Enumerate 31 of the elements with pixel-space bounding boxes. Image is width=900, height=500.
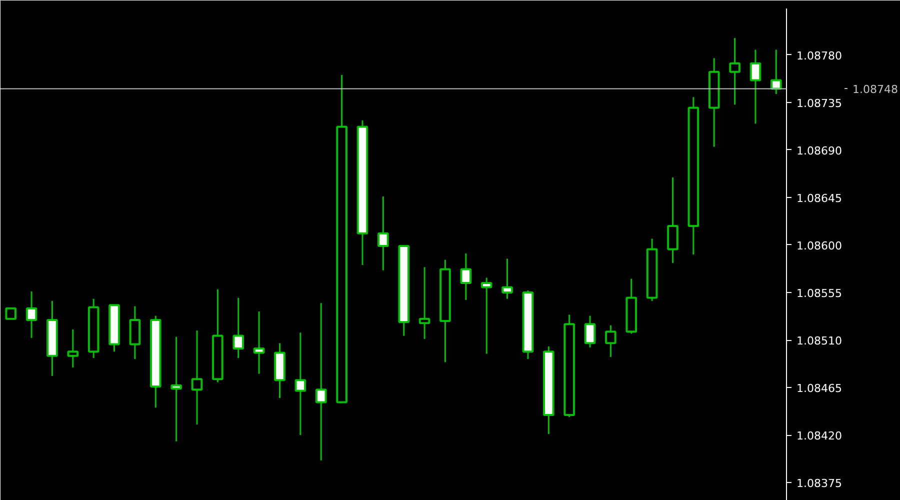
y-tick-label: 1.08465 bbox=[796, 382, 842, 396]
y-tick-label: 1.08600 bbox=[796, 240, 842, 252]
candlestick bbox=[67, 328, 79, 368]
y-tick-label: 1.08780 bbox=[796, 49, 842, 62]
candlestick bbox=[770, 48, 782, 95]
y-tick-label: 1.08645 bbox=[796, 192, 842, 205]
candlestick bbox=[294, 332, 306, 436]
candlestick bbox=[378, 196, 389, 272]
y-tick-label: 1.08375 bbox=[796, 477, 842, 490]
candlestick bbox=[315, 302, 327, 462]
y-tick-label: 1.08510 bbox=[796, 334, 842, 348]
candlestick bbox=[502, 258, 513, 300]
y-tick-label: 1.08420 bbox=[796, 430, 842, 443]
candlestick bbox=[605, 324, 616, 358]
candlestick bbox=[729, 37, 740, 106]
candlestick bbox=[584, 314, 596, 348]
candlestick bbox=[253, 310, 265, 375]
y-tick-label: 1.08735 bbox=[796, 96, 842, 110]
candlestick bbox=[750, 48, 762, 124]
candlestick bbox=[232, 297, 244, 359]
candlestick bbox=[26, 290, 38, 339]
candlestick bbox=[170, 336, 182, 442]
candlestick bbox=[418, 266, 430, 340]
candlestick bbox=[460, 252, 472, 301]
candlestick bbox=[667, 176, 678, 264]
y-tick-label: 1.08690 bbox=[796, 144, 842, 158]
candlestick bbox=[191, 330, 203, 426]
candlestick bbox=[480, 276, 492, 354]
y-tick-label: 1.08555 bbox=[796, 287, 842, 300]
candlestick bbox=[5, 307, 16, 320]
ref-line-label: 1.08748 bbox=[852, 83, 898, 96]
